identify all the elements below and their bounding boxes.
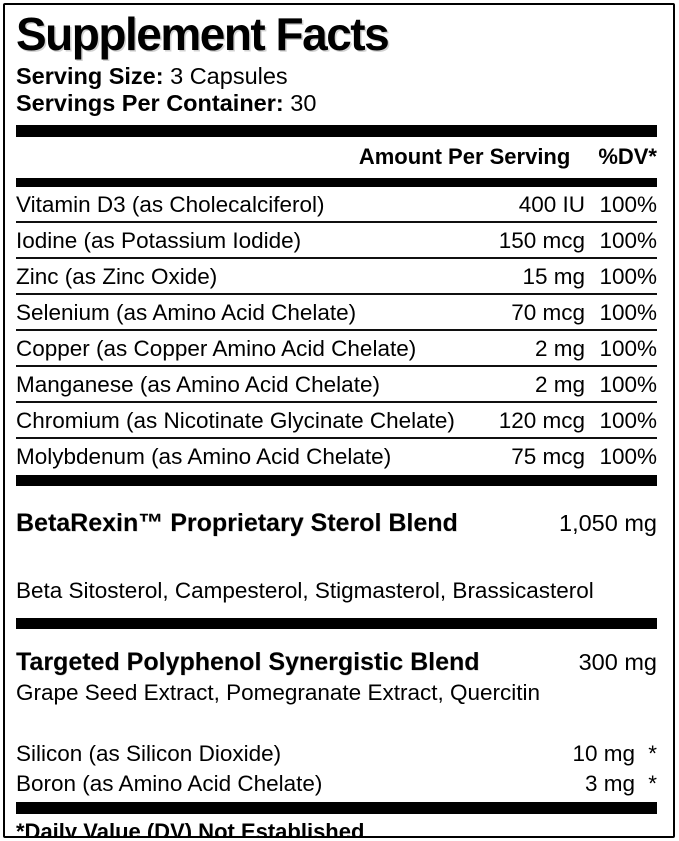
nutrient-amount: 150 mcg xyxy=(498,227,585,253)
servings-per-container-label: Servings Per Container: xyxy=(16,89,284,116)
table-row: Zinc (as Zinc Oxide) 15 mg 100% xyxy=(16,259,657,295)
nutrient-dv: 100% xyxy=(599,407,657,433)
servings-per-container-value: 30 xyxy=(290,89,317,116)
table-row: Chromium (as Nicotinate Glycinate Chelat… xyxy=(16,403,657,439)
sterol-blend-name: BetaRexin™ Proprietary Sterol Blend xyxy=(16,508,458,537)
table-row: Iodine (as Potassium Iodide) 150 mcg 100… xyxy=(16,223,657,259)
table-header-row: Amount Per Serving %DV* xyxy=(16,137,657,178)
table-row: Silicon (as Silicon Dioxide) 10 mg * xyxy=(16,739,657,769)
nutrient-amount: 15 mg xyxy=(522,263,585,289)
nutrient-name: Silicon (as Silicon Dioxide) xyxy=(16,740,282,766)
nutrient-amount: 10 mg xyxy=(572,740,635,766)
nutrient-dv: 100% xyxy=(599,371,657,397)
nutrient-dv: 100% xyxy=(599,335,657,361)
sterol-blend-header: BetaRexin™ Proprietary Sterol Blend 1,05… xyxy=(16,509,657,538)
divider-bar-blend-2 xyxy=(16,617,657,629)
polyphenol-blend-header: Targeted Polyphenol Synergistic Blend 30… xyxy=(16,648,657,677)
divider-bar-top xyxy=(16,124,657,137)
serving-size-value: 3 Capsules xyxy=(170,62,288,89)
nutrient-amount: 120 mcg xyxy=(498,407,585,433)
nutrient-name: Copper (as Copper Amino Acid Chelate) xyxy=(16,335,417,361)
sterol-blend-amount: 1,050 mg xyxy=(559,509,657,536)
daily-value-footnote: *Daily Value (DV) Not Established xyxy=(16,818,365,838)
nutrient-amount: 3 mg xyxy=(584,770,635,796)
table-row: Vitamin D3 (as Cholecalciferol) 400 IU 1… xyxy=(16,187,657,223)
nutrient-table: Vitamin D3 (as Cholecalciferol) 400 IU 1… xyxy=(16,187,657,473)
table-row: Selenium (as Amino Acid Chelate) 70 mcg … xyxy=(16,295,657,331)
table-row: Manganese (as Amino Acid Chelate) 2 mg 1… xyxy=(16,367,657,403)
nutrient-dv: 100% xyxy=(599,299,657,325)
nutrient-dv: 100% xyxy=(599,443,657,469)
nutrient-amount: 400 IU xyxy=(518,191,585,217)
sterol-blend-ingredients: Beta Sitosterol, Campesterol, Stigmaster… xyxy=(16,577,594,603)
column-header-amount: Amount Per Serving xyxy=(358,143,571,169)
serving-size-line: Serving Size: 3 Capsules xyxy=(16,63,657,90)
nutrient-amount: 70 mcg xyxy=(511,299,585,325)
table-row: Copper (as Copper Amino Acid Chelate) 2 … xyxy=(16,331,657,367)
nutrient-amount: 75 mcg xyxy=(511,443,585,469)
servings-per-container-line: Servings Per Container: 30 xyxy=(16,90,657,117)
column-header-dv: %DV* xyxy=(598,143,657,169)
nutrient-amount: 2 mg xyxy=(534,335,585,361)
nutrient-name: Molybdenum (as Amino Acid Chelate) xyxy=(16,443,392,469)
trace-nutrient-table: Silicon (as Silicon Dioxide) 10 mg * Bor… xyxy=(16,739,657,799)
nutrient-dv: 100% xyxy=(599,191,657,217)
polyphenol-blend-amount: 300 mg xyxy=(578,648,657,675)
nutrient-name: Chromium (as Nicotinate Glycinate Chelat… xyxy=(16,407,455,433)
nutrient-dv: 100% xyxy=(599,227,657,253)
nutrient-name: Manganese (as Amino Acid Chelate) xyxy=(16,371,380,397)
nutrient-name: Iodine (as Potassium Iodide) xyxy=(16,227,302,253)
table-row: Molybdenum (as Amino Acid Chelate) 75 mc… xyxy=(16,439,657,473)
nutrient-dv: * xyxy=(648,770,657,796)
polyphenol-blend-name: Targeted Polyphenol Synergistic Blend xyxy=(16,647,480,676)
table-row: Boron (as Amino Acid Chelate) 3 mg * xyxy=(16,769,657,799)
nutrient-name: Zinc (as Zinc Oxide) xyxy=(16,263,218,289)
page-title: Supplement Facts xyxy=(16,8,390,60)
serving-size-label: Serving Size: xyxy=(16,62,164,89)
polyphenol-blend-ingredients: Grape Seed Extract, Pomegranate Extract,… xyxy=(16,679,540,705)
nutrient-dv: * xyxy=(648,740,657,766)
divider-bar-footnote xyxy=(16,801,657,814)
nutrient-dv: 100% xyxy=(599,263,657,289)
nutrient-name: Selenium (as Amino Acid Chelate) xyxy=(16,299,357,325)
nutrient-name: Boron (as Amino Acid Chelate) xyxy=(16,770,323,796)
nutrient-name: Vitamin D3 (as Cholecalciferol) xyxy=(16,191,325,217)
nutrient-amount: 2 mg xyxy=(534,371,585,397)
divider-bar-header xyxy=(16,177,657,187)
divider-bar-blend-1 xyxy=(16,474,657,486)
label-panel: Supplement Facts Serving Size: 3 Capsule… xyxy=(3,3,675,838)
